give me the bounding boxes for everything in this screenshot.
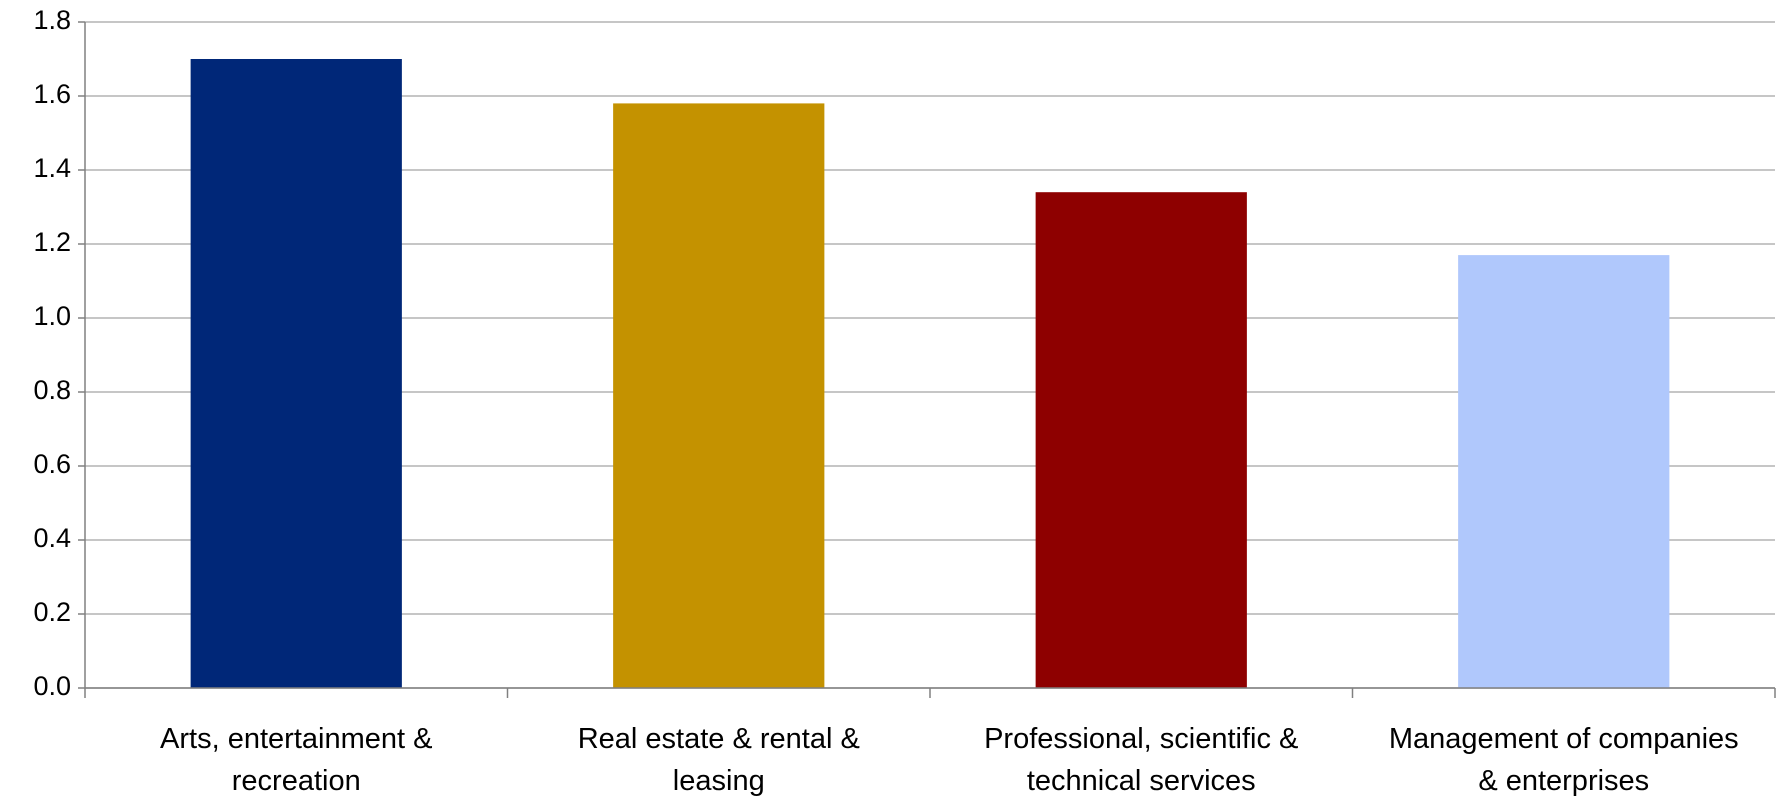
y-tick-label: 0.8: [33, 375, 71, 405]
y-tick-label: 0.6: [33, 449, 71, 479]
x-tick-label: Management of companies & enterprises: [1388, 723, 1739, 797]
y-tick-label: 0.4: [33, 523, 71, 553]
y-tick-label: 1.2: [33, 227, 71, 257]
x-tick-label: Professional, scientific & technical ser…: [984, 723, 1299, 797]
bar: [190, 59, 402, 688]
bar: [1458, 255, 1670, 688]
x-tick-label: Arts, entertainment & recreation: [160, 723, 433, 797]
bar: [613, 103, 825, 688]
y-tick-label: 1.4: [33, 153, 71, 183]
bar: [1035, 192, 1247, 688]
y-tick-label: 1.0: [33, 301, 71, 331]
y-tick-label: 1.6: [33, 79, 71, 109]
y-tick-label: 0.2: [33, 597, 71, 627]
y-tick-label: 1.8: [33, 5, 71, 35]
x-tick-label: Real estate & rental & leasing: [577, 723, 860, 797]
y-tick-label: 0.0: [33, 671, 71, 701]
